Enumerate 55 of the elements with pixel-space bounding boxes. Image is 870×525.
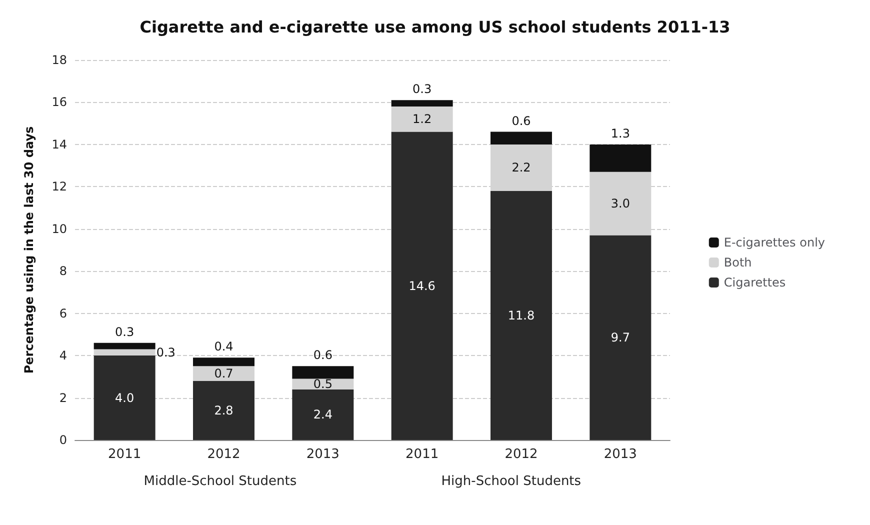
data-label: 0.7 bbox=[214, 366, 234, 380]
y-tick-label: 16 bbox=[52, 95, 67, 110]
data-label: 3.0 bbox=[610, 196, 630, 211]
data-label: 1.3 bbox=[610, 126, 630, 140]
data-label: 2.8 bbox=[214, 403, 234, 418]
y-tick-label: 10 bbox=[52, 222, 67, 236]
chart-title: Cigarette and e-cigarette use among US school students 2011-13 bbox=[140, 18, 730, 36]
bar bbox=[490, 132, 552, 144]
x-tick-label: 2013 bbox=[306, 447, 340, 462]
x-tick-label: 2012 bbox=[207, 447, 240, 462]
data-label: 9.7 bbox=[610, 330, 630, 345]
text: High-School Students bbox=[441, 474, 582, 489]
y-axis-title: Percentage using in the last 30 days bbox=[22, 126, 36, 374]
data-label: 11.8 bbox=[508, 308, 535, 322]
bar bbox=[193, 358, 254, 366]
bar bbox=[94, 342, 156, 350]
data-label: 4.0 bbox=[115, 390, 134, 405]
legend-label: E-cigarettes only bbox=[724, 236, 825, 250]
bar bbox=[94, 356, 156, 440]
data-label: 2.2 bbox=[512, 160, 531, 175]
data-label: 0.3 bbox=[156, 345, 176, 360]
data-label: 2.4 bbox=[313, 408, 332, 422]
data-label: 0.3 bbox=[115, 324, 134, 339]
bar bbox=[391, 100, 453, 106]
y-tick-label: 0 bbox=[59, 433, 67, 447]
y-tick-label: 4 bbox=[59, 348, 67, 363]
x-tick-label: 2011 bbox=[406, 447, 439, 462]
text: Middle-School Students bbox=[144, 474, 297, 489]
legend-label: Cigarettes bbox=[724, 276, 786, 290]
bar bbox=[391, 132, 453, 440]
x-tick-label: 2011 bbox=[108, 447, 142, 462]
bar bbox=[292, 366, 354, 379]
bar bbox=[193, 380, 254, 440]
bar bbox=[590, 235, 652, 440]
y-tick-label: 2 bbox=[59, 390, 67, 405]
data-label: 14.6 bbox=[408, 278, 436, 293]
y-tick-label: 8 bbox=[59, 264, 67, 278]
bar bbox=[193, 366, 254, 381]
bar bbox=[292, 389, 354, 440]
x-tick-label: 2012 bbox=[504, 447, 538, 462]
bar bbox=[490, 190, 552, 440]
data-label: 0.5 bbox=[313, 377, 332, 392]
data-label: 0.3 bbox=[412, 82, 432, 96]
data-label: 0.6 bbox=[512, 114, 531, 128]
bar bbox=[590, 144, 652, 172]
legend-label: Both bbox=[724, 256, 752, 270]
bar bbox=[391, 106, 453, 132]
x-tick-label: 2013 bbox=[604, 447, 637, 462]
y-tick-label: 18 bbox=[52, 53, 67, 67]
data-label: 0.6 bbox=[313, 348, 332, 362]
y-tick-label: 12 bbox=[52, 180, 67, 194]
data-label: 0.4 bbox=[214, 340, 234, 354]
y-tick-label: 6 bbox=[59, 306, 67, 320]
y-tick-label: 14 bbox=[52, 137, 67, 152]
data-label: 1.2 bbox=[412, 112, 432, 126]
